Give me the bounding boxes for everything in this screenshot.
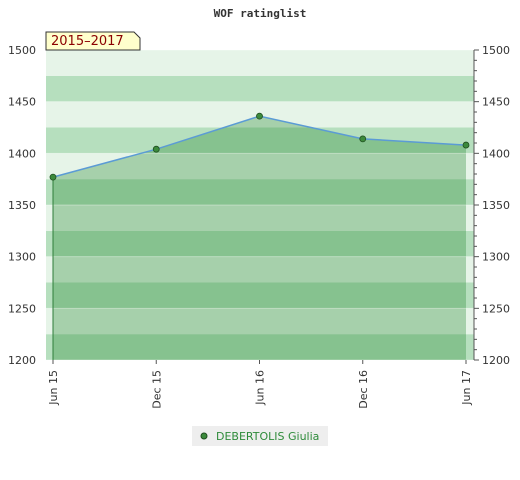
background-band [46, 205, 474, 231]
period-badge: 2015–2017 [45, 31, 141, 51]
legend-box [192, 426, 328, 446]
period-badge-box [45, 31, 141, 51]
background-bands [46, 50, 474, 360]
y-tick-label-left: 1250 [8, 302, 36, 315]
data-point[interactable] [359, 135, 367, 143]
legend-marker [200, 432, 208, 440]
y-tick-label-left: 1400 [8, 147, 36, 160]
background-band [46, 179, 474, 205]
y-tick-label-right: 1300 [482, 251, 510, 264]
y-tick-label-right: 1350 [482, 199, 510, 212]
data-point[interactable] [462, 141, 470, 149]
gridlines [46, 49, 474, 361]
background-band [46, 282, 474, 309]
x-axis: Jun 15 Dec 15 Jun 16 Dec 16 Jun 17 [47, 360, 473, 409]
y-tick-label-right: 1400 [482, 147, 510, 160]
background-band [46, 153, 474, 180]
background-band [46, 256, 474, 283]
x-tick-label: Dec 16 [357, 370, 370, 409]
x-tick-label: Jun 16 [254, 370, 267, 406]
y-tick-label-left: 1500 [8, 44, 36, 57]
y-tick-label-right: 1200 [482, 354, 510, 367]
x-tick-label: Jun 17 [460, 370, 473, 406]
y-tick-label-right: 1500 [482, 44, 510, 57]
series-markers [49, 112, 470, 181]
x-tick-label: Dec 15 [150, 370, 163, 409]
y-tick-label-left: 1450 [8, 96, 36, 109]
background-band [46, 308, 474, 335]
legend-label: DEBERTOLIS Giulia [216, 430, 319, 443]
x-tick-label: Jun 15 [47, 370, 60, 406]
y-axis-right: 1200 1250 1300 1350 1400 1450 1500 [473, 44, 510, 367]
background-band [46, 127, 474, 154]
series-area [53, 116, 466, 360]
chart-title: WOF ratinglist [214, 7, 307, 20]
period-badge-label: 2015–2017 [51, 34, 124, 49]
y-tick-label-right: 1250 [482, 302, 510, 315]
y-tick-label-right: 1450 [482, 96, 510, 109]
data-point[interactable] [256, 112, 263, 120]
y-tick-label-left: 1300 [8, 251, 36, 264]
background-band [46, 50, 474, 76]
data-point[interactable] [152, 145, 160, 153]
data-point[interactable] [49, 173, 57, 181]
y-tick-label-left: 1350 [8, 199, 36, 212]
y-axis-left: 1200 1250 1300 1350 1400 1450 1500 [8, 44, 36, 367]
background-band [46, 75, 474, 102]
background-band [46, 230, 474, 257]
y-tick-label-left: 1200 [8, 354, 36, 367]
legend[interactable]: DEBERTOLIS Giulia [192, 426, 328, 446]
background-band [46, 334, 474, 360]
